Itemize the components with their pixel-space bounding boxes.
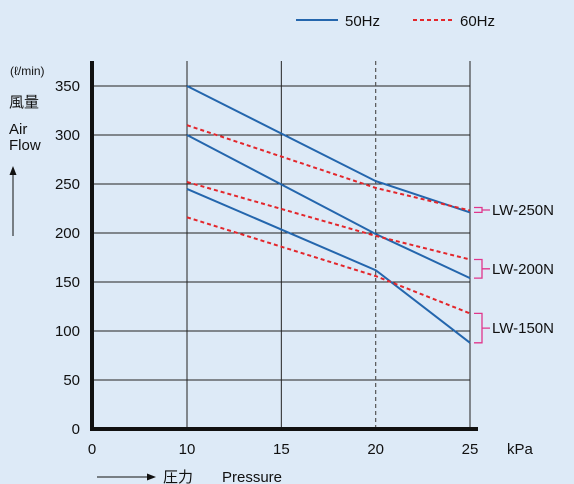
x-tick-0: 0 — [88, 441, 96, 458]
model-label-lw-200n: LW-200N — [492, 261, 554, 278]
x-axis-title-ja: 圧力 — [163, 469, 193, 484]
y-tick-300: 300 — [55, 127, 80, 144]
x-tick-25: 25 — [462, 441, 479, 458]
y-axis-title-ja: 風量 — [9, 94, 39, 111]
x-tick-15: 15 — [273, 441, 290, 458]
y-tick-150: 150 — [55, 274, 80, 291]
x-tick-10: 10 — [179, 441, 196, 458]
y-tick-50: 50 — [63, 372, 80, 389]
y-axis-title-en-1: Air — [9, 121, 27, 138]
y-tick-0: 0 — [72, 421, 80, 438]
model-label-lw-150n: LW-150N — [492, 320, 554, 337]
model-label-lw-250n: LW-250N — [492, 202, 554, 219]
x-axis-unit: kPa — [507, 441, 534, 458]
y-tick-200: 200 — [55, 225, 80, 242]
x-tick-20: 20 — [367, 441, 384, 458]
x-axis-title-en: Pressure — [222, 469, 282, 484]
y-tick-100: 100 — [55, 323, 80, 340]
legend-label-60hz: 60Hz — [460, 13, 495, 30]
legend-label-50hz: 50Hz — [345, 13, 380, 30]
y-axis-unit: (ℓ/min) — [10, 64, 45, 78]
y-tick-250: 250 — [55, 176, 80, 193]
y-axis-title-en-2: Flow — [9, 137, 41, 154]
y-tick-350: 350 — [55, 78, 80, 95]
